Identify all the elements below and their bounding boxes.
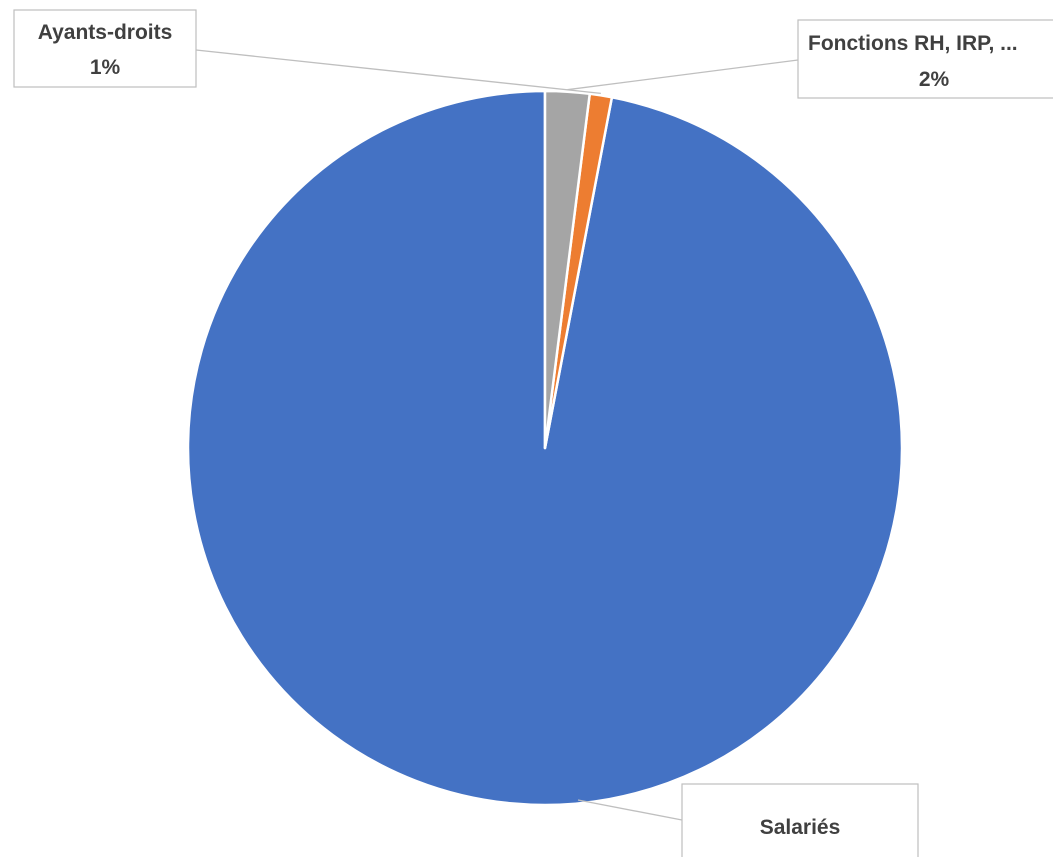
label-name-salaries: Salariés xyxy=(760,816,841,839)
data-label-ayants-droits: Ayants-droits 1% xyxy=(13,9,197,88)
data-label-fonctions-rh: Fonctions RH, IRP, ... 2% xyxy=(797,19,1053,99)
pie-slice-fonctions-rh xyxy=(543,89,591,450)
leader-line-fonctions-rh xyxy=(567,59,799,91)
label-value-ayants-droits: 1% xyxy=(90,56,121,79)
leader-line-ayants-droits xyxy=(195,49,601,95)
label-name-ayants-droits: Ayants-droits xyxy=(38,21,173,44)
label-value-fonctions-rh: 2% xyxy=(919,68,950,91)
data-label-salaries: Salariés xyxy=(681,783,919,857)
label-name-fonctions-rh: Fonctions RH, IRP, ... xyxy=(808,32,1018,55)
leader-lines xyxy=(195,49,799,821)
leader-line-salaries xyxy=(577,799,683,821)
pie-slices xyxy=(186,89,904,807)
